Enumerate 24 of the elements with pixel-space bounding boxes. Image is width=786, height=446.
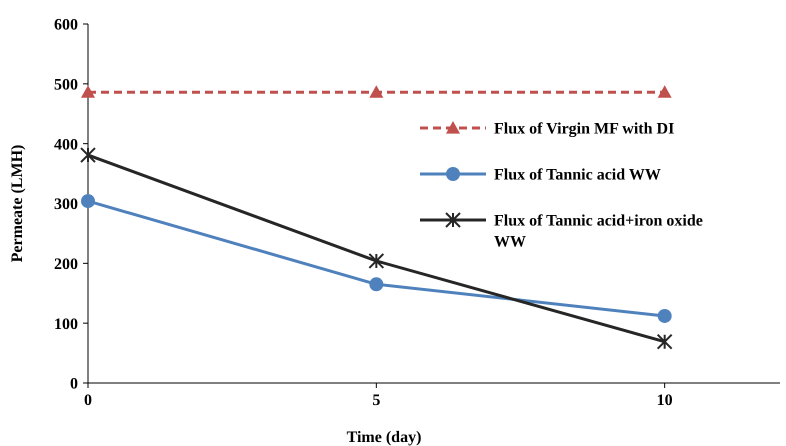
y-tick-label: 500 bbox=[54, 76, 78, 94]
y-axis-title: Permeate (LMH) bbox=[9, 144, 26, 262]
point bbox=[81, 85, 95, 98]
legend-label: Flux of Virgin MF with DI bbox=[494, 120, 674, 138]
legend-label: Flux of Tannic acid+iron oxide WW bbox=[494, 212, 703, 251]
x-tick-label: 0 bbox=[84, 392, 92, 409]
point bbox=[80, 147, 96, 164]
y-tick-label: 400 bbox=[54, 136, 78, 154]
point bbox=[369, 277, 384, 292]
y-tick-label: 200 bbox=[54, 256, 78, 273]
point bbox=[368, 252, 384, 269]
y-tick-label: 300 bbox=[54, 196, 78, 214]
y-tick-label: 0 bbox=[70, 376, 78, 393]
point bbox=[658, 308, 672, 323]
y-tick-label: 100 bbox=[54, 316, 78, 333]
x-tick-label: 10 bbox=[656, 392, 673, 409]
x-tick-label: 5 bbox=[372, 392, 380, 409]
point bbox=[81, 194, 95, 208]
point bbox=[369, 85, 384, 98]
x-axis-title: Time (day) bbox=[346, 429, 422, 446]
legend-label: Flux of Tannic acid WW bbox=[494, 166, 661, 184]
point bbox=[658, 85, 672, 98]
y-tick-label: 600 bbox=[54, 16, 78, 34]
point bbox=[656, 334, 673, 350]
